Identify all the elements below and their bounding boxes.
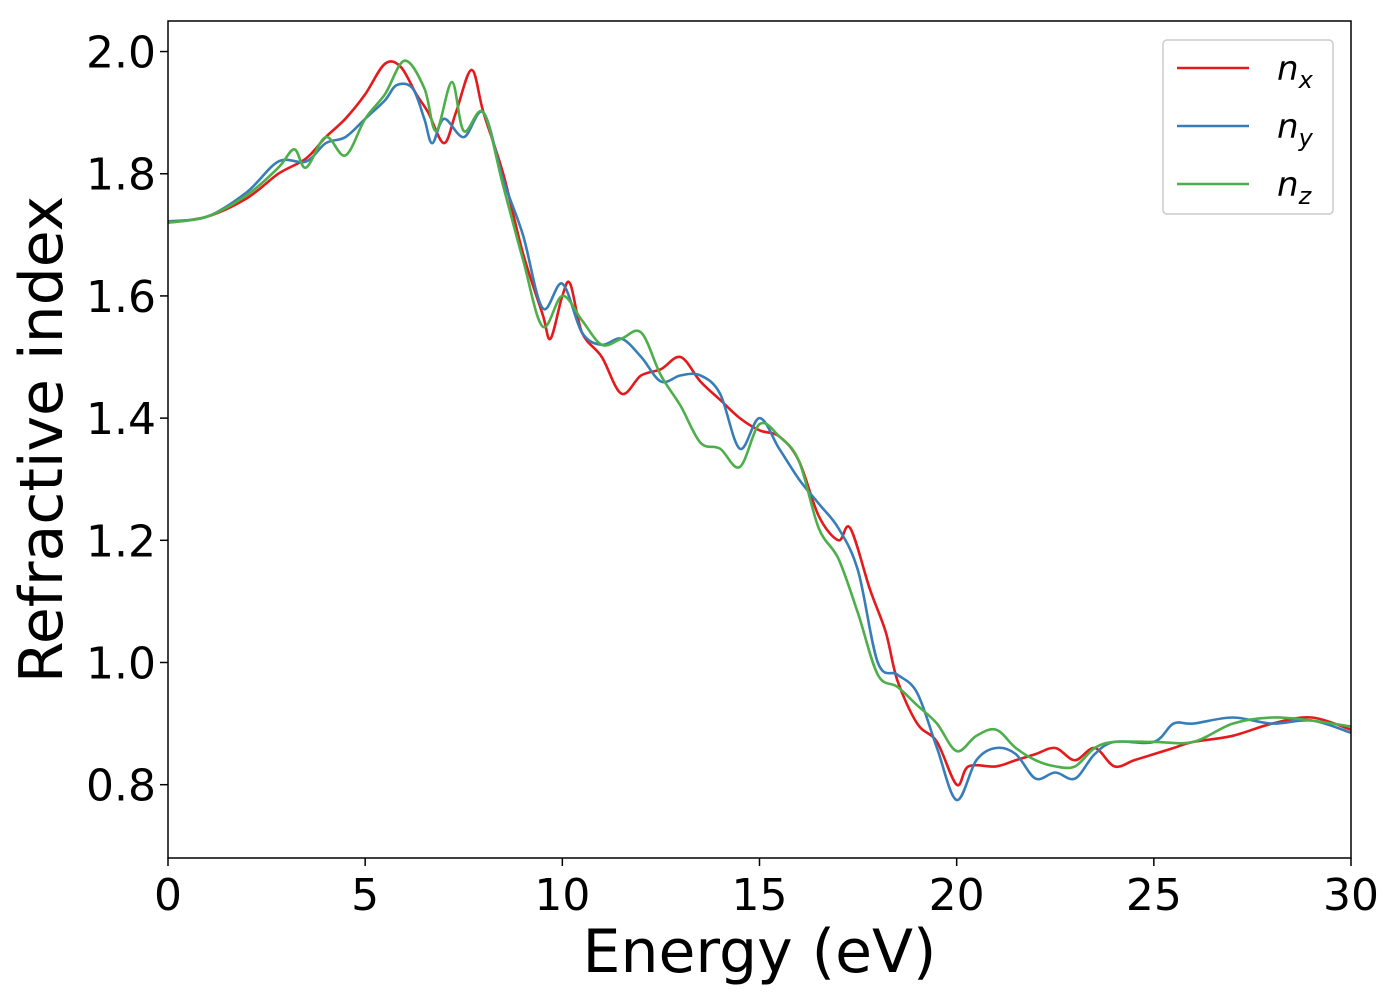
y-tick-label: 1.2 — [86, 516, 156, 567]
y-tick-label: 1.4 — [86, 394, 156, 445]
series-line-ny — [168, 82, 1351, 802]
legend-label: ny — [1277, 107, 1314, 152]
y-tick-label: 0.8 — [86, 761, 156, 812]
series-layer — [168, 59, 1351, 802]
y-axis-ticks: 0.8 1.0 1.2 1.4 1.6 1.8 2.0 — [86, 28, 168, 812]
x-tick-label: 30 — [1323, 870, 1379, 921]
x-tick-label: 5 — [351, 870, 379, 921]
y-tick-label: 1.0 — [86, 638, 156, 689]
series-line-nz — [168, 59, 1351, 770]
y-tick-label: 1.8 — [86, 150, 156, 201]
y-tick-label: 1.6 — [86, 272, 156, 323]
legend-label: nz — [1277, 165, 1313, 210]
x-axis-ticks: 0 5 10 15 20 25 30 — [154, 858, 1379, 921]
x-tick-label: 0 — [154, 870, 182, 921]
legend-label: nx — [1277, 49, 1314, 94]
x-tick-label: 15 — [732, 870, 788, 921]
x-tick-label: 20 — [929, 870, 985, 921]
x-axis-title: Energy (eV) — [583, 917, 937, 987]
legend: nx ny nz — [1162, 39, 1334, 215]
x-tick-label: 10 — [534, 870, 590, 921]
y-tick-label: 2.0 — [86, 28, 156, 79]
y-axis-title: Refractive index — [7, 196, 77, 683]
x-tick-label: 25 — [1126, 870, 1182, 921]
